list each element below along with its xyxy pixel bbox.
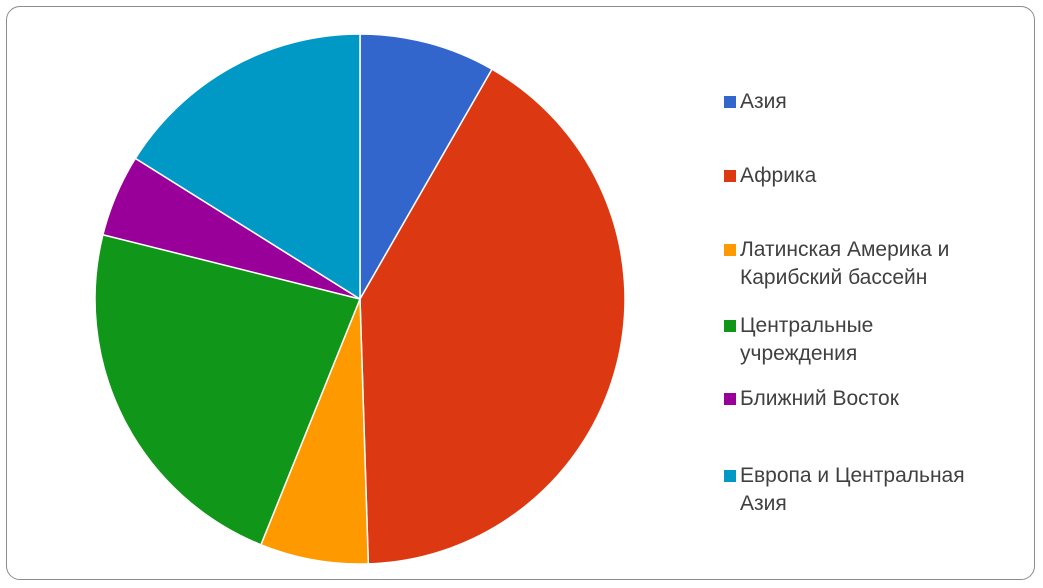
legend-item-middle-east: Ближний Восток <box>724 385 1020 413</box>
pie-slice-africa <box>359 68 626 565</box>
legend-label-europe-central-asia: Европа и Центральная Азия <box>740 464 965 515</box>
legend-label-middle-east: Ближний Восток <box>740 387 899 410</box>
legend-item-africa: Африка <box>724 162 1020 190</box>
legend-label-headquarters: Центральные учреждения <box>740 314 874 365</box>
pie-slice-europe-central-asia <box>134 33 361 300</box>
legend-swatch-asia <box>724 96 736 108</box>
pie-slice-latin-america <box>260 298 370 565</box>
legend-item-europe-central-asia: Европа и Центральная Азия <box>724 462 1015 518</box>
legend-swatch-latin-america <box>724 244 736 256</box>
legend-swatch-headquarters <box>724 320 736 332</box>
legend-item-asia: Азия <box>724 88 1020 116</box>
pie-slice-headquarters <box>94 233 361 546</box>
legend-item-latin-america: Латинская Америка и Карибский бассейн <box>724 236 990 292</box>
legend-swatch-europe-central-asia <box>724 470 736 482</box>
legend-label-latin-america: Латинская Америка и Карибский бассейн <box>740 238 950 289</box>
legend-label-africa: Африка <box>740 164 817 187</box>
legend-swatch-africa <box>724 170 736 182</box>
pie-slice-asia <box>359 33 493 300</box>
legend-item-headquarters: Центральные учреждения <box>724 312 920 368</box>
legend-label-asia: Азия <box>740 90 787 113</box>
legend: Азия Африка Латинская Америка и Карибски… <box>724 0 1034 588</box>
legend-swatch-middle-east <box>724 393 736 405</box>
